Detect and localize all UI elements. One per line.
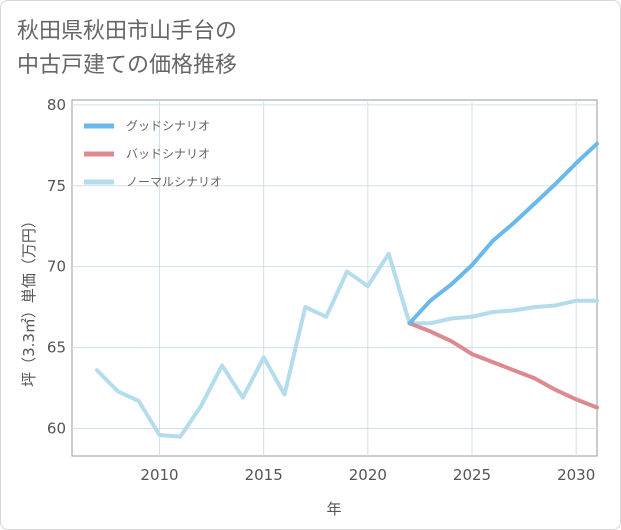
legend-label-0: グッドシナリオ [126, 119, 210, 133]
data-point [449, 282, 453, 286]
data-point [470, 263, 474, 267]
data-point [303, 305, 307, 309]
data-point [220, 363, 224, 367]
data-point [449, 339, 453, 343]
data-point [387, 252, 391, 256]
series-layer [95, 141, 599, 439]
data-point [595, 142, 599, 146]
series-line-0 [407, 141, 599, 326]
data-point [512, 308, 516, 312]
y-tick-label: 80 [47, 96, 66, 114]
data-point [116, 389, 120, 393]
x-axis-label: 年 [326, 500, 341, 518]
y-tick-label: 60 [47, 419, 66, 437]
data-point [491, 310, 495, 314]
data-point [533, 202, 537, 206]
data-point [324, 315, 328, 319]
series-line-1 [407, 321, 599, 410]
data-point [470, 315, 474, 319]
data-point [408, 321, 412, 325]
data-point [553, 182, 557, 186]
data-point [158, 433, 162, 437]
data-point [366, 284, 370, 288]
data-point [574, 397, 578, 401]
y-tick-label: 65 [47, 339, 66, 357]
y-tick-label: 75 [47, 177, 66, 195]
data-point [262, 355, 266, 359]
data-point [491, 239, 495, 243]
legend-label-1: バッドシナリオ [126, 147, 210, 161]
data-point [574, 299, 578, 303]
x-tick-label: 2010 [140, 466, 178, 484]
data-point [428, 329, 432, 333]
data-point [512, 221, 516, 225]
y-axis-label: 坪（3.3㎡）単価（万円） [20, 213, 38, 387]
data-point [428, 321, 432, 325]
data-point [470, 352, 474, 356]
grid [72, 100, 597, 456]
data-point [512, 368, 516, 372]
data-point [95, 368, 99, 372]
data-point [283, 393, 287, 397]
data-point [241, 396, 245, 400]
y-tick-label: 70 [47, 258, 66, 276]
data-point [533, 376, 537, 380]
x-tick-label: 2015 [245, 466, 283, 484]
chart-title-line-2: 中古戸建ての価格推移 [17, 53, 238, 78]
axis-ticks: 2010 2015 2020 2025 2030 60 65 70 75 80 [47, 96, 595, 484]
data-point [533, 305, 537, 309]
data-point [574, 161, 578, 165]
data-point [178, 435, 182, 439]
data-point [345, 270, 349, 274]
series-line-2 [95, 251, 599, 439]
legend-label-2: ノーマルシナリオ [126, 175, 222, 189]
data-point [553, 304, 557, 308]
data-point [491, 360, 495, 364]
data-point [595, 299, 599, 303]
x-tick-label: 2025 [453, 466, 491, 484]
chart-title: 秋田県秋田市山手台の 中古戸建ての価格推移 [17, 15, 237, 83]
x-tick-label: 2030 [557, 466, 595, 484]
chart-title-line-1: 秋田県秋田市山手台の [17, 19, 238, 44]
x-tick-label: 2020 [349, 466, 387, 484]
data-point [553, 388, 557, 392]
data-point [428, 299, 432, 303]
data-point [137, 399, 141, 403]
data-point [199, 404, 203, 408]
data-point [449, 316, 453, 320]
data-point [595, 405, 599, 409]
